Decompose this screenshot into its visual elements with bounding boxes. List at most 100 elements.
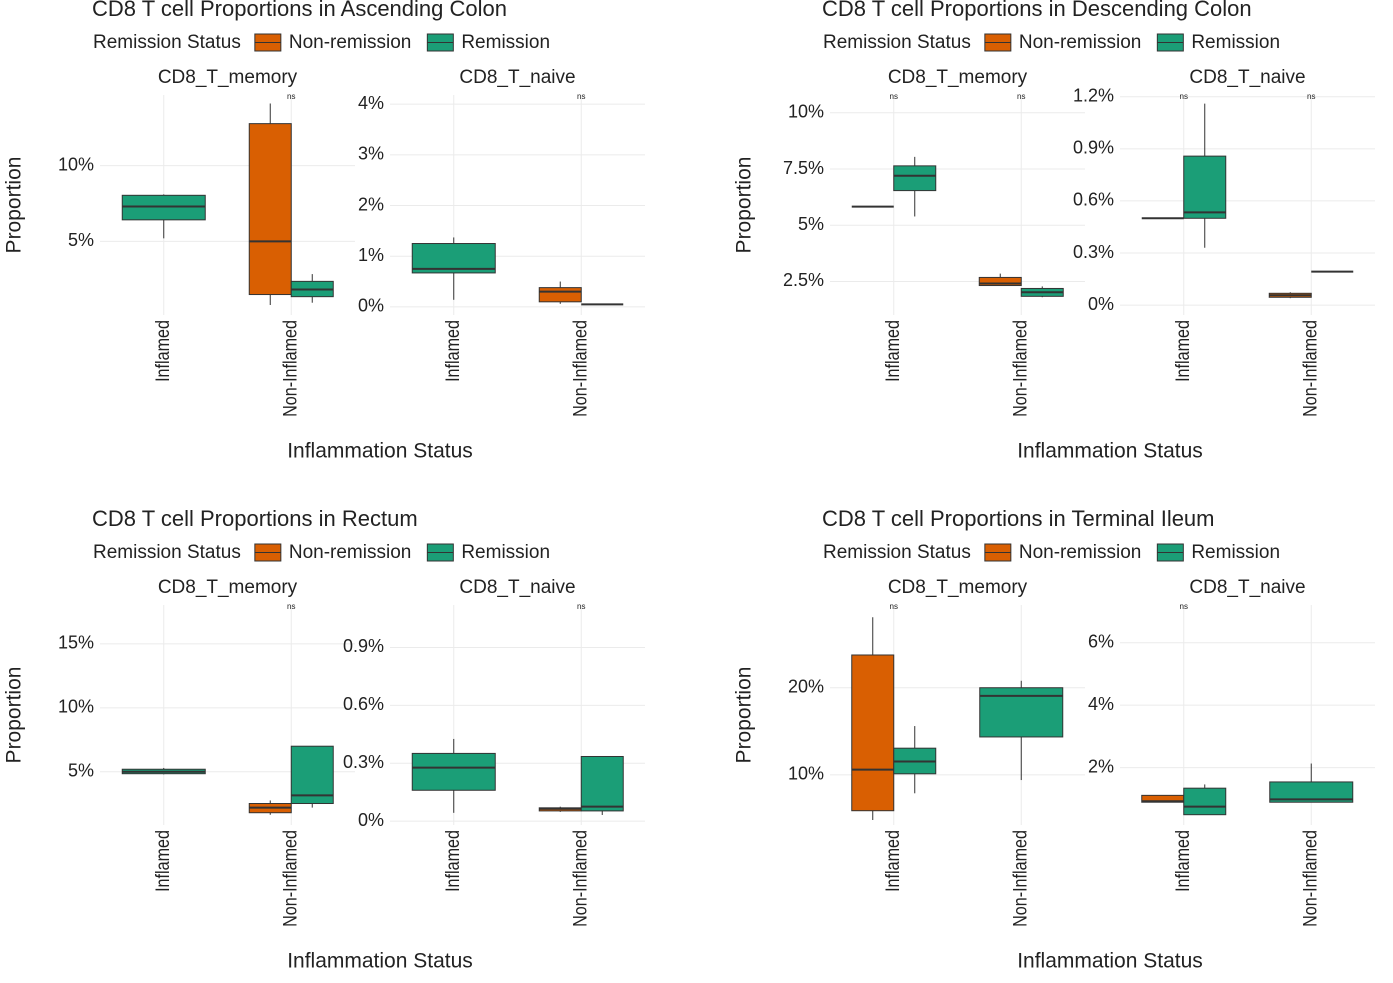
significance-label: ns — [287, 602, 295, 611]
legend-label: Non-remission — [1019, 542, 1141, 563]
facet-title: CD8_T_naive — [459, 67, 575, 88]
y-tick-label: 5% — [68, 761, 94, 781]
y-tick-label: 15% — [58, 633, 94, 653]
y-tick-label: 0% — [358, 296, 384, 316]
facet-title: CD8_T_naive — [1189, 577, 1305, 598]
chart-panel: CD8 T cell Proportions in Descending Col… — [733, 0, 1375, 463]
legend-title: Remission Status — [93, 32, 241, 53]
y-tick-label: 0.6% — [1073, 190, 1114, 210]
legend-title: Remission Status — [823, 542, 971, 563]
y-tick-label: 20% — [788, 676, 824, 696]
box — [580, 755, 624, 812]
significance-label: ns — [1180, 92, 1188, 101]
box — [538, 287, 582, 303]
x-axis-title: Inflammation Status — [287, 950, 473, 973]
facet-title: CD8_T_memory — [158, 67, 298, 88]
y-tick-label: 4% — [1088, 694, 1114, 714]
y-axis-title: Proportion — [733, 157, 756, 254]
box — [121, 194, 206, 221]
x-tick-label: Non-Inflamed — [279, 320, 301, 417]
chart-panel: CD8 T cell Proportions in Rectum Remissio… — [3, 506, 645, 973]
x-axis-title: Inflammation Status — [1017, 440, 1203, 463]
legend-label: Non-remission — [1019, 32, 1141, 53]
legend-title: Remission Status — [93, 542, 241, 563]
y-tick-label: 1.2% — [1073, 85, 1114, 105]
chart-panel: CD8 T cell Proportions in Ascending Colo… — [3, 0, 645, 463]
facet-title: CD8_T_naive — [1189, 67, 1305, 88]
significance-label: ns — [1307, 92, 1315, 101]
box — [1183, 155, 1227, 219]
facet-title: CD8_T_memory — [888, 577, 1028, 598]
y-tick-label: 0.3% — [343, 752, 384, 772]
significance-label: ns — [577, 92, 585, 101]
box — [248, 123, 292, 296]
box — [893, 165, 937, 192]
facet-title: CD8_T_memory — [888, 67, 1028, 88]
y-tick-label: 5% — [798, 214, 824, 234]
y-tick-label: 5% — [68, 230, 94, 250]
y-tick-label: 10% — [58, 697, 94, 717]
y-axis-title: Proportion — [3, 667, 26, 764]
legend-label: Non-remission — [289, 32, 411, 53]
x-tick-label: Non-Inflamed — [279, 830, 301, 927]
x-tick-label: Inflamed — [1172, 320, 1194, 382]
y-tick-label: 6% — [1088, 632, 1114, 652]
x-tick-label: Inflamed — [442, 830, 464, 892]
y-tick-label: 10% — [788, 102, 824, 122]
facet-title: CD8_T_naive — [459, 577, 575, 598]
x-tick-label: Non-Inflamed — [1009, 320, 1031, 417]
y-tick-label: 4% — [358, 93, 384, 113]
y-axis-title: Proportion — [3, 157, 26, 254]
legend-label: Non-remission — [289, 542, 411, 563]
y-tick-label: 2.5% — [783, 270, 824, 290]
x-tick-label: Inflamed — [882, 320, 904, 382]
significance-label: ns — [577, 602, 585, 611]
y-tick-label: 1% — [358, 245, 384, 265]
y-tick-label: 0.6% — [343, 694, 384, 714]
chart-title: CD8 T cell Proportions in Ascending Colo… — [92, 0, 507, 21]
box — [1183, 787, 1227, 816]
box — [851, 654, 895, 812]
chart-title: CD8 T cell Proportions in Rectum — [92, 506, 418, 531]
x-tick-label: Non-Inflamed — [569, 320, 591, 417]
significance-label: ns — [287, 92, 295, 101]
chart-panel: CD8 T cell Proportions in Terminal Ileum… — [733, 506, 1375, 973]
significance-label: ns — [1017, 92, 1025, 101]
box — [290, 745, 334, 805]
legend-title: Remission Status — [823, 32, 971, 53]
y-tick-label: 2% — [1088, 756, 1114, 776]
y-tick-label: 0.3% — [1073, 242, 1114, 262]
box — [978, 276, 1022, 287]
legend-label: Remission — [1191, 542, 1280, 563]
box — [1269, 781, 1354, 803]
x-tick-label: Inflamed — [1172, 830, 1194, 892]
chart-title: CD8 T cell Proportions in Terminal Ileum — [822, 506, 1215, 531]
x-axis-title: Inflammation Status — [1017, 950, 1203, 973]
x-tick-label: Inflamed — [882, 830, 904, 892]
legend-label: Remission — [1191, 32, 1280, 53]
y-tick-label: 10% — [58, 154, 94, 174]
legend-label: Remission — [461, 542, 550, 563]
y-tick-label: 10% — [788, 764, 824, 784]
significance-label: ns — [1180, 602, 1188, 611]
y-tick-label: 7.5% — [783, 158, 824, 178]
x-tick-label: Inflamed — [152, 830, 174, 892]
y-tick-label: 0.9% — [343, 636, 384, 656]
x-tick-label: Non-Inflamed — [569, 830, 591, 927]
y-tick-label: 0% — [1088, 294, 1114, 314]
significance-label: ns — [890, 602, 898, 611]
y-tick-label: 0% — [358, 810, 384, 830]
x-tick-label: Inflamed — [442, 320, 464, 382]
facet-title: CD8_T_memory — [158, 577, 298, 598]
y-tick-label: 3% — [358, 144, 384, 164]
significance-label: ns — [890, 92, 898, 101]
x-tick-label: Non-Inflamed — [1299, 320, 1321, 417]
x-axis-title: Inflammation Status — [287, 440, 473, 463]
x-tick-label: Non-Inflamed — [1009, 830, 1031, 927]
y-axis-title: Proportion — [733, 667, 756, 764]
legend-label: Remission — [461, 32, 550, 53]
x-tick-label: Non-Inflamed — [1299, 830, 1321, 927]
chart-title: CD8 T cell Proportions in Descending Col… — [822, 0, 1252, 21]
y-tick-label: 0.9% — [1073, 138, 1114, 158]
